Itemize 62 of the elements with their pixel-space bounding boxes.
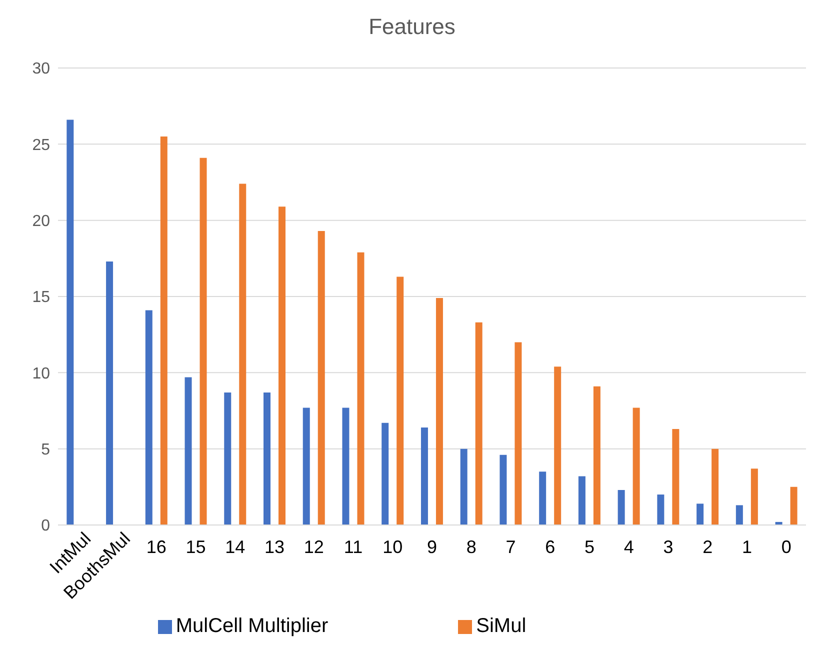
bar <box>342 408 350 525</box>
x-tick-label: 11 <box>344 537 363 557</box>
x-tick-label: 2 <box>702 537 713 557</box>
bar <box>145 310 152 525</box>
bar <box>200 158 207 525</box>
bar <box>475 322 482 525</box>
bar <box>657 494 664 525</box>
x-tick-label: 16 <box>146 537 166 557</box>
legend-label: SiMul <box>476 615 526 637</box>
y-tick-label: 5 <box>41 442 50 459</box>
bar <box>420 428 428 525</box>
x-tick-label: 5 <box>584 537 594 557</box>
bar <box>790 486 798 525</box>
bar <box>382 422 389 525</box>
bar <box>239 184 246 525</box>
bar <box>357 252 364 525</box>
x-tick-label: 8 <box>466 537 476 557</box>
legend-label: MulCell Multiplier <box>176 615 328 637</box>
y-tick-label: 15 <box>32 289 50 306</box>
bar <box>264 392 271 525</box>
bar <box>736 505 743 525</box>
x-tick-label: 10 <box>382 537 403 557</box>
x-tick-label: 0 <box>781 537 792 557</box>
bar <box>224 392 232 525</box>
bar <box>160 136 168 525</box>
y-tick-label: 25 <box>32 136 50 154</box>
bar <box>500 454 507 525</box>
bar <box>318 230 325 525</box>
x-tick-label: 6 <box>545 537 556 557</box>
x-tick-label: 4 <box>624 537 634 557</box>
bar <box>554 366 562 525</box>
bar <box>66 120 74 525</box>
bar <box>539 472 546 525</box>
bar <box>460 448 468 525</box>
chart-title: Features <box>368 13 456 41</box>
bar <box>618 490 625 525</box>
bar <box>396 276 404 525</box>
bar <box>514 342 522 525</box>
bar <box>436 298 443 525</box>
x-tick-label: 9 <box>426 537 438 557</box>
bar <box>712 448 719 525</box>
bar <box>672 429 680 525</box>
y-tick-label: 10 <box>32 365 50 382</box>
y-tick-label: 20 <box>32 213 50 230</box>
x-tick-label: 15 <box>186 537 206 557</box>
x-tick-label: 7 <box>506 537 516 557</box>
x-tick-label: 12 <box>304 537 324 557</box>
bar <box>184 377 192 525</box>
bar <box>578 476 586 525</box>
x-tick-label: 1 <box>742 537 752 557</box>
x-tick-label: 13 <box>264 537 285 557</box>
x-tick-label: 14 <box>225 537 246 557</box>
bar <box>302 408 310 525</box>
bar <box>106 261 114 525</box>
y-tick-label: 0 <box>41 518 50 535</box>
bar <box>593 386 600 525</box>
bar <box>696 504 704 525</box>
bar <box>278 206 286 525</box>
y-tick-label: 30 <box>32 60 50 78</box>
bar <box>750 468 758 525</box>
x-tick-label: 3 <box>663 537 674 557</box>
bar <box>632 408 640 525</box>
